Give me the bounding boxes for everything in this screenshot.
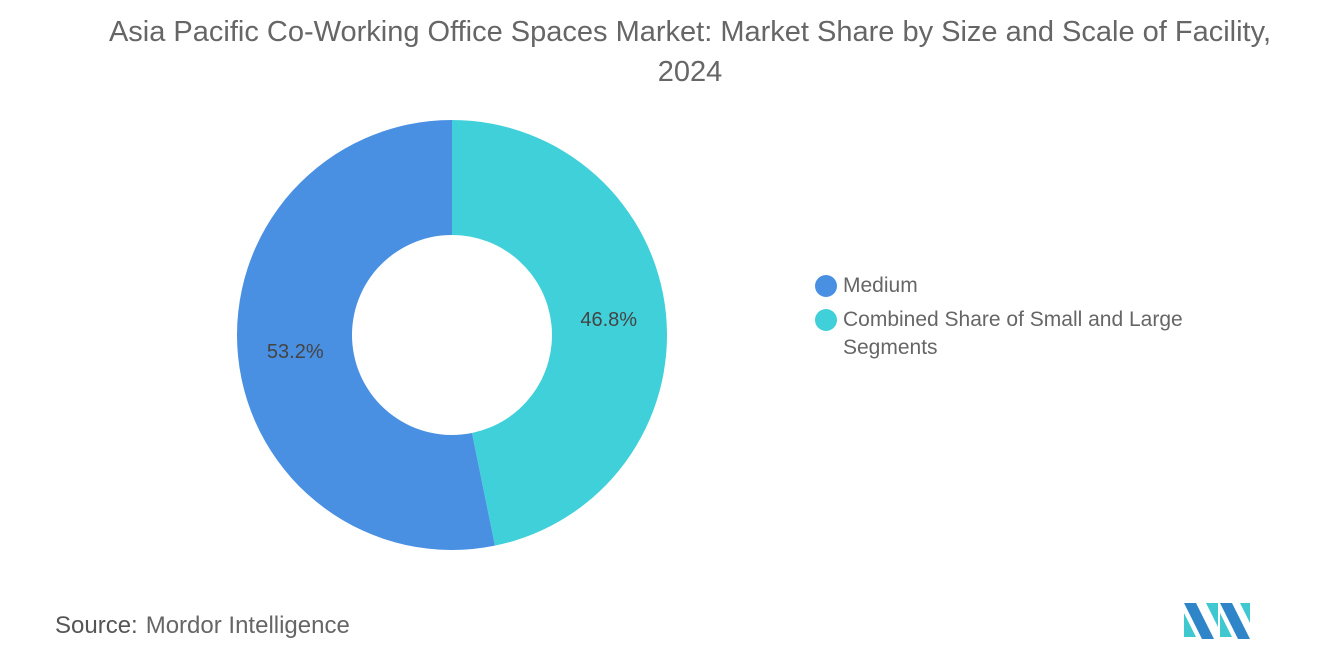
slice-1: [236, 120, 495, 550]
legend-item-combined[interactable]: Combined Share of Small and Large Segmen…: [815, 306, 1215, 362]
legend: Medium Combined Share of Small and Large…: [815, 272, 1215, 368]
source-value: Mordor Intelligence: [145, 612, 350, 639]
legend-swatch: [815, 309, 837, 331]
slice-label-0: 46.8%: [580, 309, 637, 331]
legend-swatch: [815, 275, 837, 297]
legend-label: Combined Share of Small and Large Segmen…: [843, 308, 1183, 359]
slice-0: [452, 120, 667, 546]
source: Source: Mordor Intelligence: [55, 612, 350, 640]
chart-title: Asia Pacific Co-Working Office Spaces Ma…: [108, 16, 1272, 88]
legend-item-medium[interactable]: Medium: [815, 272, 1215, 300]
source-label: Source:: [55, 612, 138, 639]
slice-label-1: 53.2%: [267, 341, 324, 363]
mordor-logo: [1184, 603, 1250, 639]
legend-label: Medium: [843, 274, 918, 297]
